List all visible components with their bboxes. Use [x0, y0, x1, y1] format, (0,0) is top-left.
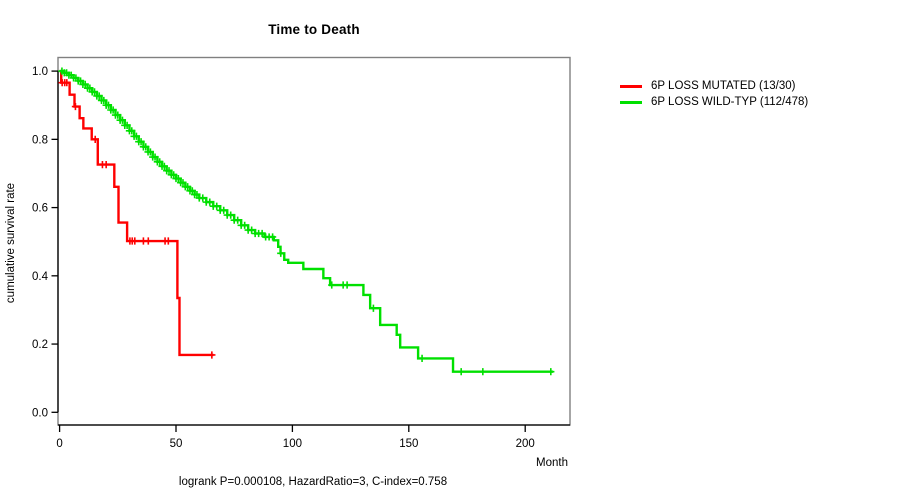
censor-marks	[58, 79, 216, 359]
legend-item-1: 6P LOSS WILD-TYP (112/478)	[620, 94, 808, 110]
x-tick-label: 150	[399, 438, 418, 450]
stats-annotation: logrank P=0.000108, HazardRatio=3, C-ind…	[178, 476, 448, 488]
chart-title: Time to Death	[268, 22, 360, 37]
y-tick-label: 1.0	[32, 66, 48, 78]
x-tick-label: 0	[56, 438, 62, 450]
y-axis: 0.0 0.2 0.4 0.6 0.8 1.0	[32, 66, 59, 419]
y-axis-title: cumulative survival rate	[5, 182, 17, 304]
x-tick-label: 50	[170, 438, 183, 450]
legend-label: 6P LOSS MUTATED (13/30)	[651, 80, 796, 92]
x-axis: 0 50 100 150 200	[56, 424, 570, 450]
legend-item-0: 6P LOSS MUTATED (13/30)	[620, 78, 808, 94]
y-tick-label: 0.6	[32, 203, 48, 215]
survival-curve-mutated	[58, 69, 216, 359]
survival-curve-wildtype	[58, 67, 555, 376]
km-step-line	[59, 69, 554, 373]
x-tick-label: 100	[283, 438, 302, 450]
y-tick-label: 0.8	[32, 134, 48, 146]
y-tick-label: 0.2	[32, 339, 48, 351]
x-tick-label: 200	[516, 438, 535, 450]
km-step-line	[59, 69, 214, 357]
legend-label: 6P LOSS WILD-TYP (112/478)	[651, 96, 809, 108]
y-tick-label: 0.4	[32, 271, 49, 283]
legend-line-swatch	[620, 84, 642, 88]
y-tick-label: 0.0	[32, 407, 48, 419]
legend-line-swatch	[620, 100, 642, 104]
censor-marks	[58, 67, 555, 376]
legend: 6P LOSS MUTATED (13/30) 6P LOSS WILD-TYP …	[620, 78, 808, 110]
x-axis-title: Month	[536, 457, 568, 469]
